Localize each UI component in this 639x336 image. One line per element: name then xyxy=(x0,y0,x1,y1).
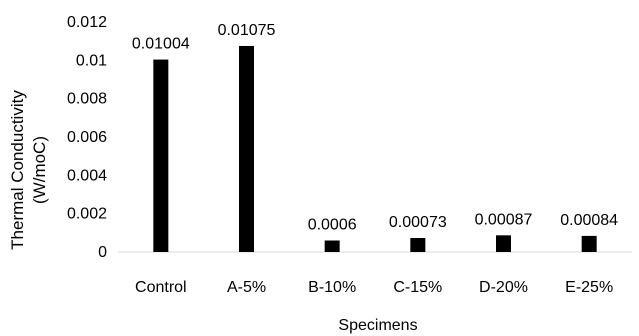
bar xyxy=(324,240,340,252)
bar xyxy=(496,235,511,252)
y-tick-label: 0.01 xyxy=(76,52,107,69)
data-label: 0.00073 xyxy=(389,214,447,231)
x-tick-label: B-10% xyxy=(308,279,356,296)
data-label: 0.00084 xyxy=(560,212,618,229)
y-tick-label: 0.012 xyxy=(67,14,107,31)
data-label: 0.00087 xyxy=(475,211,533,228)
bar xyxy=(410,238,426,252)
x-tick-label: E-25% xyxy=(565,279,613,296)
y-tick-label: 0.006 xyxy=(67,129,107,146)
x-tick-label: C-15% xyxy=(393,279,442,296)
y-tick-label: 0.008 xyxy=(67,91,107,108)
data-label: 0.01004 xyxy=(132,36,190,53)
data-label: 0.0006 xyxy=(308,217,357,234)
x-axis-ticks: Control A-5% B-10% C-15% D-20% E-25% xyxy=(135,279,613,296)
data-labels: 0.01004 0.01075 0.0006 0.00073 0.00087 0.0008… xyxy=(132,22,618,234)
x-axis-title: Specimens xyxy=(338,317,417,334)
data-label: 0.01075 xyxy=(218,22,276,39)
bars xyxy=(153,45,597,253)
bar xyxy=(581,235,597,252)
y-axis-title-line-2: (W/moC) xyxy=(30,136,49,204)
y-tick-label: 0 xyxy=(98,244,107,261)
bar xyxy=(239,45,254,253)
x-tick-label: Control xyxy=(135,279,187,296)
y-axis-title: Thermal Conductivity (W/moC) xyxy=(8,90,49,250)
bar xyxy=(153,59,169,252)
y-tick-label: 0.002 xyxy=(67,206,107,223)
x-tick-label: D-20% xyxy=(479,279,528,296)
y-axis-title-line-1: Thermal Conductivity xyxy=(8,90,27,250)
y-tick-label: 0.004 xyxy=(67,167,107,184)
x-tick-label: A-5% xyxy=(227,279,266,296)
y-axis-ticks: 0 0.002 0.004 0.006 0.008 0.01 0.012 xyxy=(67,14,107,261)
